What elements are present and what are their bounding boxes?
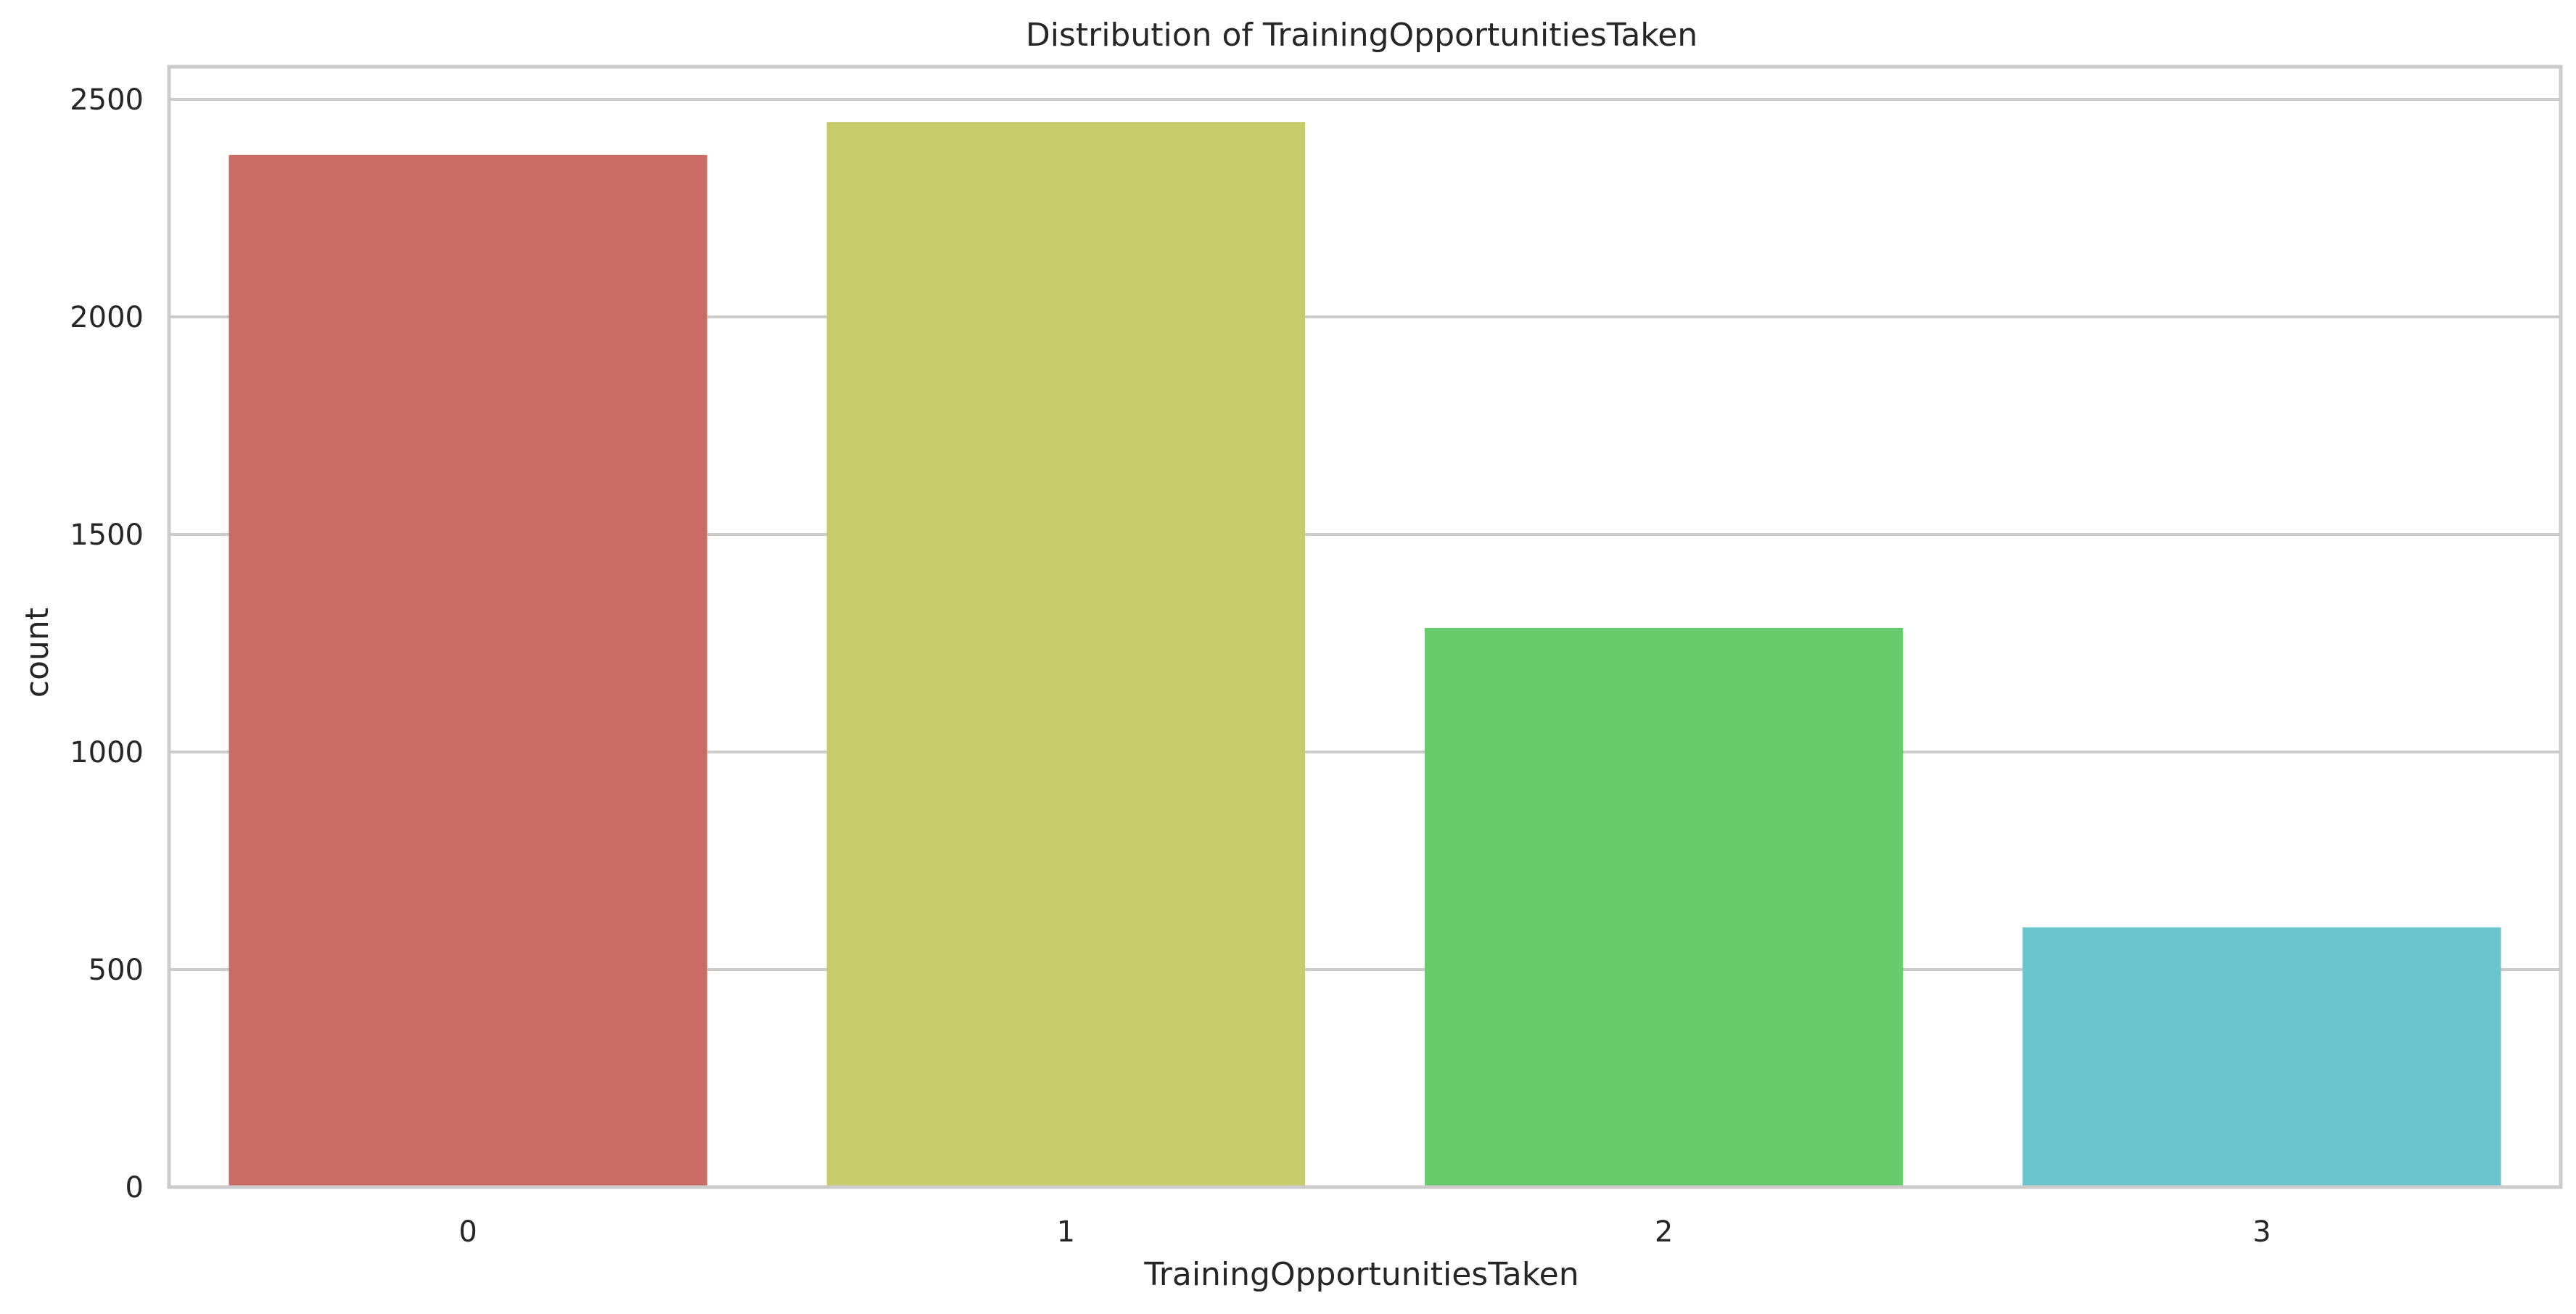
bar-1 xyxy=(826,122,1306,1188)
x-tick-label: 2 xyxy=(1655,1215,1673,1249)
plot-frame xyxy=(167,65,2563,1189)
bar-0 xyxy=(229,154,707,1187)
y-tick-label: 1500 xyxy=(70,518,144,552)
bar-3 xyxy=(2022,927,2501,1187)
bars xyxy=(229,122,2501,1188)
y-tick-label: 2000 xyxy=(70,301,144,334)
x-tick-label: 3 xyxy=(2252,1215,2271,1249)
y-tick-label: 0 xyxy=(125,1171,144,1204)
x-tick-labels: 0 1 2 3 xyxy=(458,1215,2271,1249)
y-tick-label: 500 xyxy=(89,954,144,987)
x-tick-label: 1 xyxy=(1057,1215,1075,1249)
y-tick-label: 1000 xyxy=(70,736,144,769)
bar-2 xyxy=(1424,628,1904,1187)
chart-title: Distribution of TrainingOpportunitiesTak… xyxy=(1026,17,1698,54)
x-axis-label: TrainingOpportunitiesTaken xyxy=(1143,1256,1579,1293)
y-tick-labels: 0 500 1000 1500 2000 2500 xyxy=(70,83,144,1204)
y-tick-label: 2500 xyxy=(70,83,144,117)
y-axis-label: count xyxy=(19,608,56,698)
x-tick-label: 0 xyxy=(458,1215,477,1249)
